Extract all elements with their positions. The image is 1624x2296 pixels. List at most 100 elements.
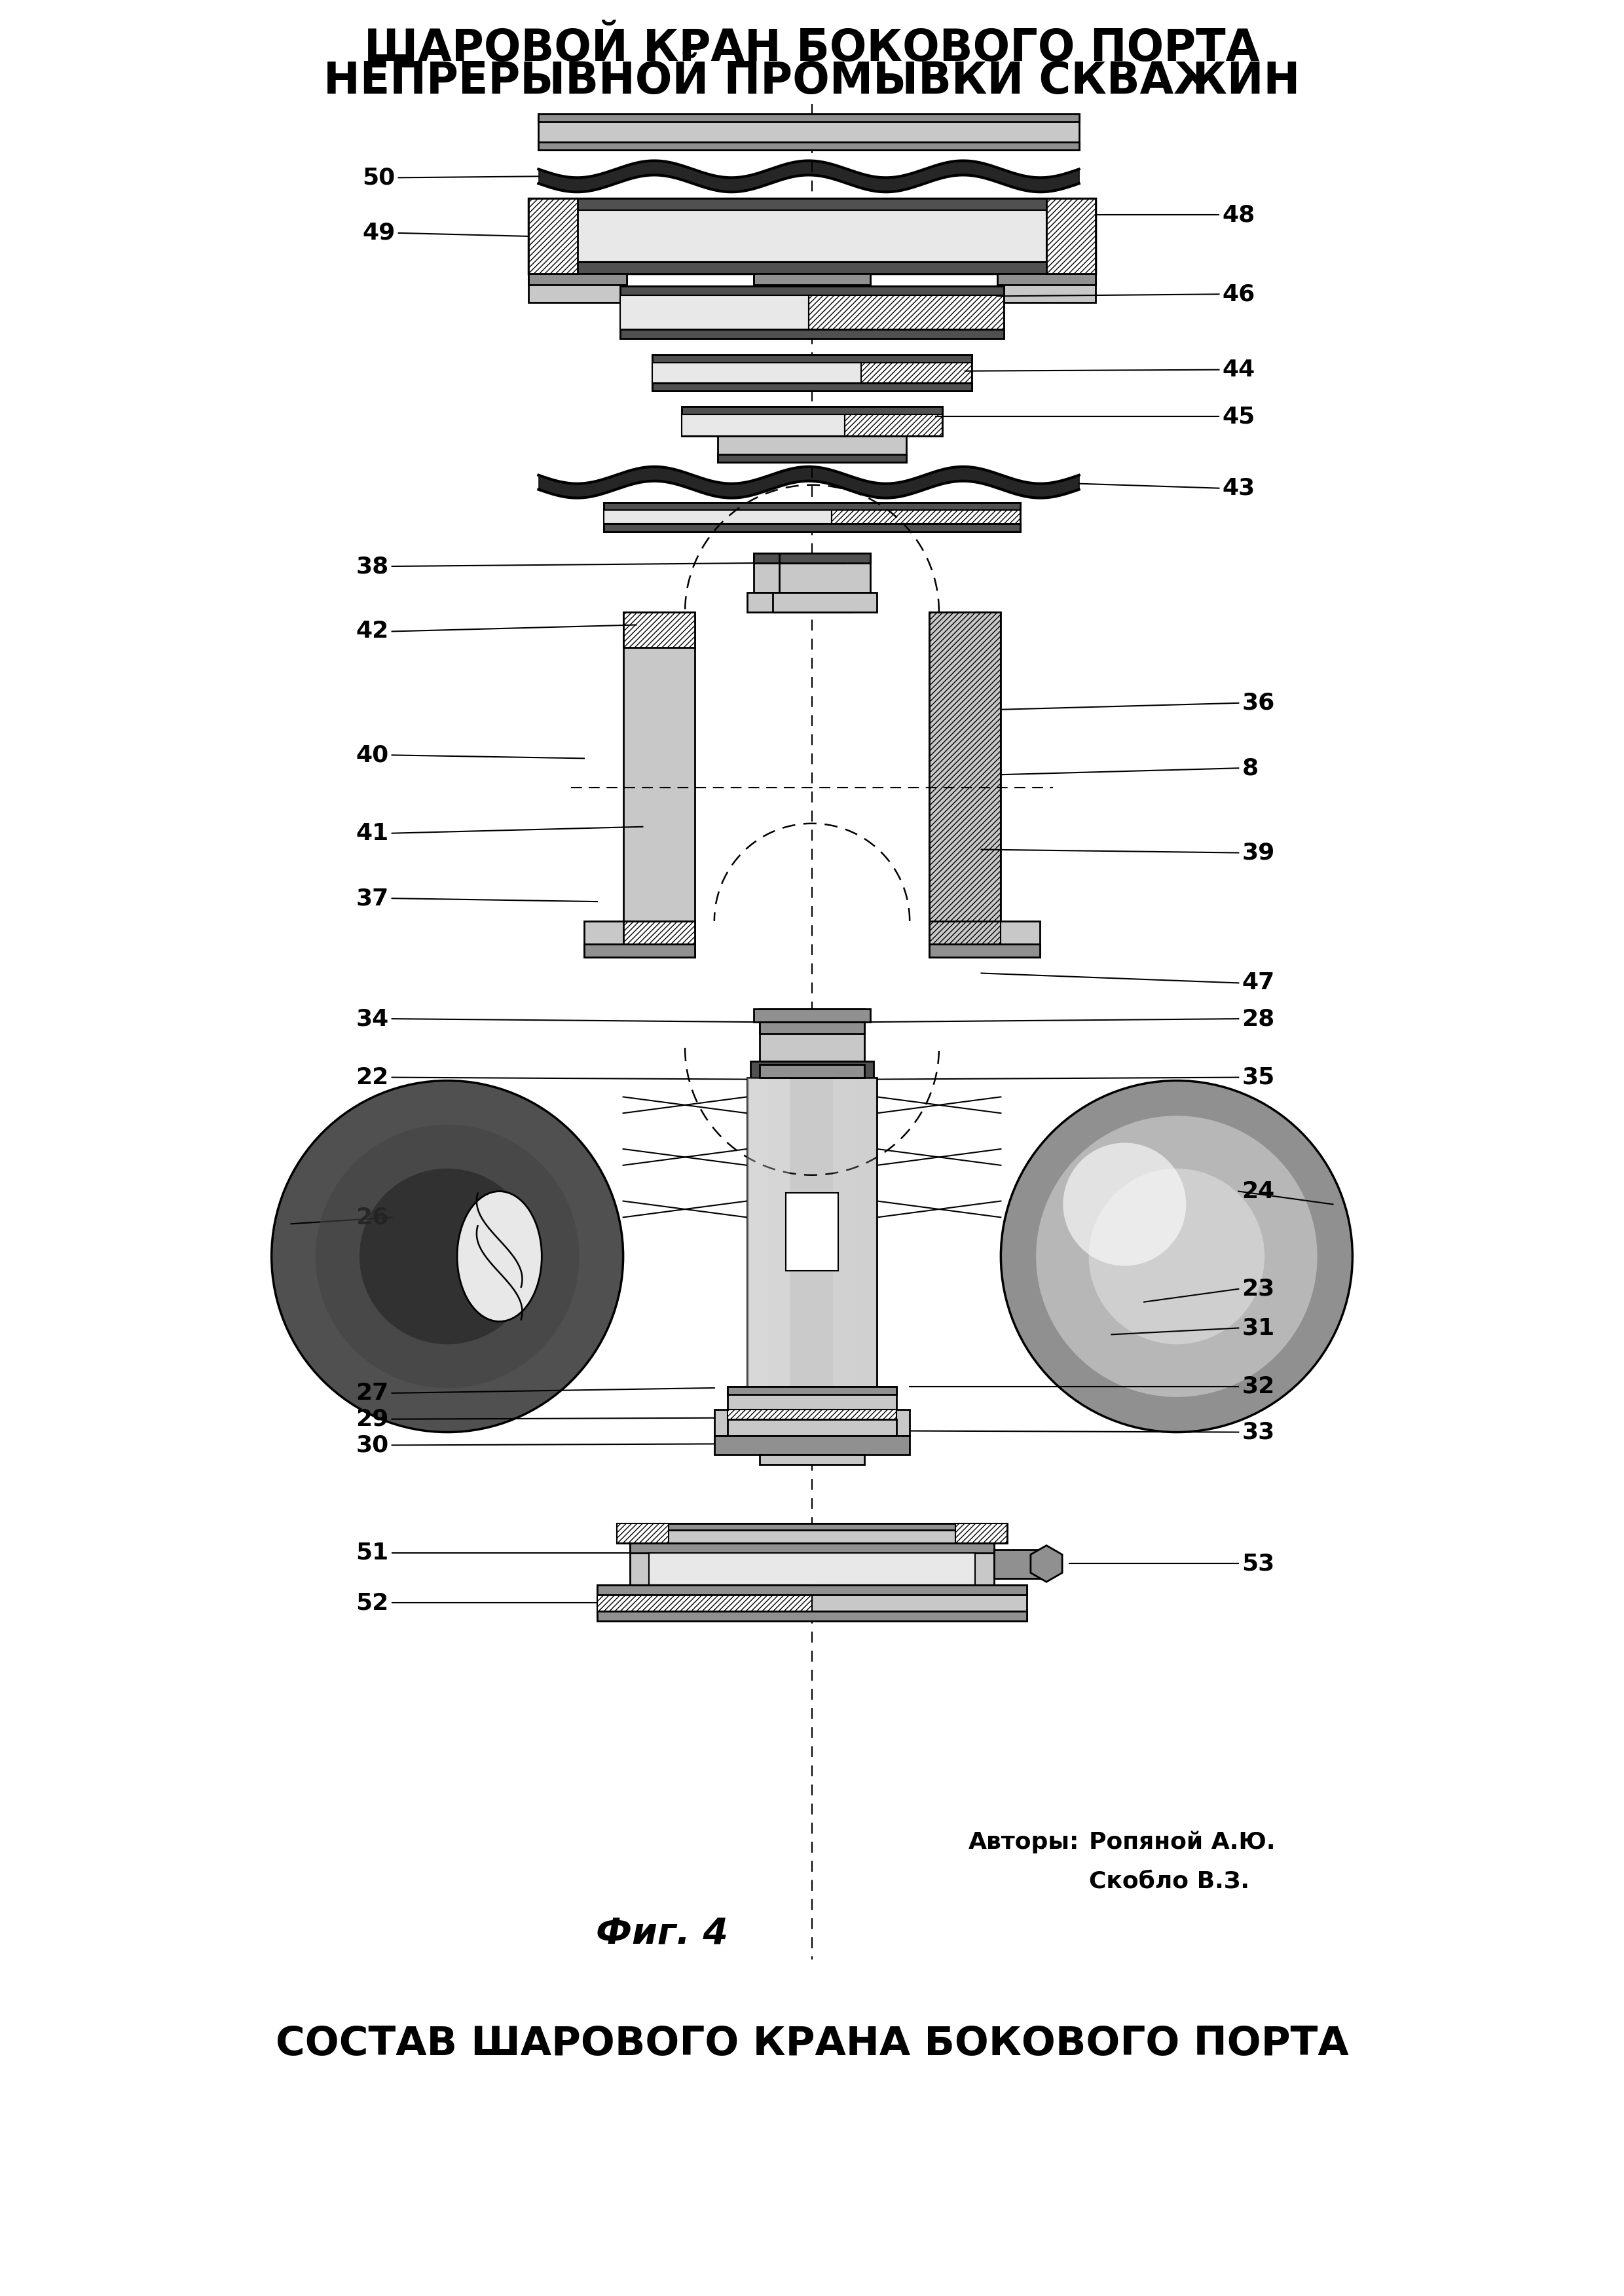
Text: 43: 43	[1223, 478, 1255, 498]
Bar	[844, 416, 942, 436]
Text: 33: 33	[1242, 1421, 1275, 1444]
Bar	[624, 611, 695, 957]
Bar	[682, 406, 942, 436]
Bar	[620, 287, 1004, 338]
Bar	[620, 328, 1004, 338]
Text: 29: 29	[356, 1407, 388, 1430]
Circle shape	[271, 1081, 624, 1433]
Bar	[620, 287, 1004, 296]
Bar	[754, 553, 844, 592]
Bar	[760, 1456, 864, 1465]
Text: Фиг. 4: Фиг. 4	[596, 1915, 729, 1952]
Bar	[728, 1419, 896, 1435]
Bar	[653, 363, 861, 383]
Circle shape	[1064, 1143, 1186, 1265]
Bar	[617, 1522, 669, 1543]
Bar	[747, 1077, 877, 1387]
Bar	[768, 1077, 789, 1387]
Bar	[780, 553, 870, 592]
Text: 48: 48	[1223, 204, 1255, 225]
Bar	[539, 115, 1078, 149]
Text: Авторы:: Авторы:	[968, 1832, 1080, 1853]
Bar	[653, 354, 971, 390]
Text: НЕПРЕРЫВНОЙ ПРОМЫВКИ СКВАЖИН: НЕПРЕРЫВНОЙ ПРОМЫВКИ СКВАЖИН	[323, 60, 1301, 103]
Bar	[833, 1077, 854, 1387]
Bar	[994, 1550, 1046, 1580]
Bar	[529, 273, 627, 285]
Bar	[718, 436, 906, 461]
Bar	[653, 354, 971, 363]
Bar	[997, 273, 1095, 285]
Bar	[786, 1192, 838, 1270]
Bar	[747, 592, 851, 611]
Ellipse shape	[456, 1192, 542, 1322]
Bar	[598, 1584, 812, 1621]
Text: 47: 47	[1242, 971, 1275, 994]
Text: 37: 37	[356, 886, 388, 909]
Bar	[955, 1522, 1007, 1543]
Bar	[728, 1410, 896, 1419]
Bar	[604, 503, 1020, 533]
Text: 27: 27	[356, 1382, 388, 1405]
Bar	[529, 197, 578, 273]
Text: 50: 50	[362, 168, 395, 188]
Text: СОСТАВ ШАРОВОГО КРАНА БОКОВОГО ПОРТА: СОСТАВ ШАРОВОГО КРАНА БОКОВОГО ПОРТА	[276, 2025, 1348, 2064]
Text: 28: 28	[1242, 1008, 1275, 1031]
Bar	[529, 197, 1095, 211]
Bar	[1046, 197, 1095, 273]
Bar	[598, 1584, 1026, 1621]
Bar	[812, 1077, 833, 1387]
Bar	[624, 921, 695, 957]
Bar	[585, 944, 695, 957]
Text: 51: 51	[356, 1541, 388, 1564]
Bar	[529, 273, 627, 303]
Text: 23: 23	[1242, 1279, 1275, 1300]
Text: 46: 46	[1223, 282, 1255, 305]
Text: 36: 36	[1242, 691, 1275, 714]
Bar	[653, 383, 971, 390]
Bar	[929, 611, 1000, 957]
Bar	[529, 262, 1095, 273]
Text: 40: 40	[356, 744, 388, 767]
Text: ШАРОВОЙ КРАН БОКОВОГО ПОРТА: ШАРОВОЙ КРАН БОКОВОГО ПОРТА	[364, 28, 1260, 71]
Bar	[624, 611, 695, 647]
Bar	[809, 296, 1004, 328]
Bar	[754, 273, 870, 303]
Circle shape	[315, 1125, 580, 1389]
Bar	[617, 1522, 1007, 1529]
Text: 8: 8	[1242, 758, 1259, 778]
Bar	[604, 510, 831, 523]
Bar	[620, 296, 809, 328]
Bar	[650, 1552, 974, 1584]
Bar	[760, 1008, 864, 1061]
Text: 45: 45	[1223, 406, 1255, 427]
Bar	[929, 921, 1039, 957]
Circle shape	[1036, 1116, 1317, 1396]
Text: Скобло В.З.: Скобло В.З.	[1088, 1871, 1249, 1892]
Bar	[754, 553, 844, 563]
Text: 30: 30	[356, 1435, 388, 1456]
Bar	[604, 523, 1020, 533]
Text: 44: 44	[1223, 358, 1255, 381]
Text: 52: 52	[356, 1591, 388, 1614]
Bar	[539, 142, 1078, 149]
Bar	[630, 1543, 994, 1584]
Bar	[617, 1522, 1007, 1543]
Bar	[728, 1387, 896, 1410]
Bar	[630, 1543, 994, 1552]
Bar	[604, 503, 1020, 510]
Bar	[754, 273, 870, 285]
Text: 42: 42	[356, 620, 388, 643]
Bar	[529, 197, 1095, 273]
Text: 49: 49	[362, 223, 395, 243]
Bar	[598, 1584, 1026, 1596]
Bar	[715, 1435, 909, 1456]
Bar	[789, 1077, 812, 1387]
Text: 24: 24	[1242, 1180, 1275, 1203]
Text: 38: 38	[356, 556, 388, 576]
Bar	[854, 1077, 875, 1387]
Bar	[760, 1065, 864, 1077]
Bar	[750, 1061, 874, 1077]
Bar	[754, 1008, 870, 1022]
Text: 26: 26	[356, 1205, 388, 1228]
